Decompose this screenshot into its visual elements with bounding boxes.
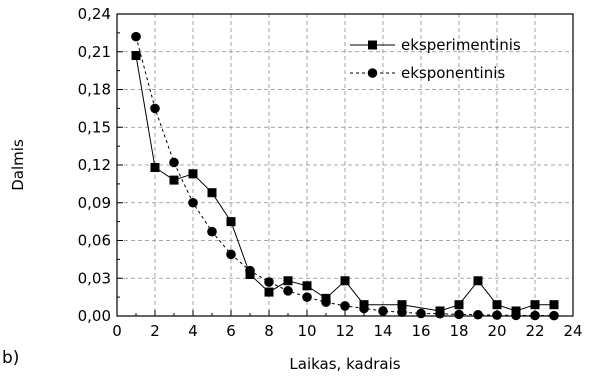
data-point bbox=[283, 276, 293, 286]
data-point bbox=[340, 276, 350, 286]
data-point bbox=[473, 276, 483, 286]
data-point bbox=[226, 217, 236, 227]
data-point bbox=[454, 300, 464, 310]
data-point bbox=[226, 249, 236, 260]
legend-item: eksperimentinis bbox=[350, 36, 521, 54]
legend-marker bbox=[368, 40, 377, 50]
data-point bbox=[302, 292, 312, 302]
grid-layer bbox=[117, 14, 573, 316]
data-point bbox=[150, 163, 160, 173]
y-tick-label: 0,03 bbox=[78, 269, 111, 287]
x-tick-label: 2 bbox=[150, 322, 160, 340]
data-point bbox=[207, 226, 217, 237]
x-tick-label: 18 bbox=[449, 322, 468, 340]
y-tick-label: 0,06 bbox=[78, 232, 111, 250]
x-tick-label: 0 bbox=[112, 322, 122, 340]
y-tick-label: 0,24 bbox=[78, 5, 111, 23]
y-tick-label: 0,12 bbox=[78, 156, 111, 174]
data-point bbox=[397, 307, 407, 318]
legend-label: eksperimentinis bbox=[401, 36, 521, 54]
data-point bbox=[340, 301, 350, 311]
data-point bbox=[188, 169, 198, 179]
series-layer bbox=[131, 31, 559, 321]
data-point bbox=[264, 277, 274, 287]
y-tick-label: 0,15 bbox=[78, 118, 111, 136]
data-point bbox=[131, 31, 141, 42]
y-axis-label: Dalmis bbox=[9, 139, 27, 191]
legend: eksperimentinis eksponentinis bbox=[350, 36, 521, 82]
legend-label: eksponentinis bbox=[401, 64, 505, 82]
data-point bbox=[150, 103, 160, 114]
data-point bbox=[169, 175, 179, 185]
x-tick-label: 14 bbox=[373, 322, 392, 340]
y-tick-label: 0,00 bbox=[78, 307, 111, 325]
data-point bbox=[264, 287, 274, 297]
data-point bbox=[131, 51, 141, 61]
x-tick-label: 10 bbox=[297, 322, 316, 340]
data-point bbox=[549, 300, 559, 310]
data-point bbox=[492, 300, 502, 310]
panel-label: b) bbox=[2, 348, 19, 368]
legend-item: eksponentinis bbox=[350, 64, 505, 82]
x-tick-label: 4 bbox=[188, 322, 198, 340]
data-point bbox=[188, 197, 198, 208]
y-tick-label: 0,21 bbox=[78, 43, 111, 61]
x-tick-label: 16 bbox=[411, 322, 430, 340]
data-point bbox=[245, 265, 255, 276]
data-point bbox=[207, 188, 217, 198]
x-axis-label: Laikas, kadrais bbox=[289, 355, 400, 373]
tick-layer: 0 2 4 6 8 10 12 14 16 18 20 22 240,000,030,060,090,1… bbox=[78, 5, 583, 340]
data-point bbox=[302, 281, 312, 291]
x-tick-label: 12 bbox=[335, 322, 354, 340]
data-point bbox=[283, 286, 293, 296]
x-tick-label: 22 bbox=[525, 322, 544, 340]
data-point bbox=[169, 157, 179, 168]
y-tick-label: 0,09 bbox=[78, 194, 111, 212]
data-point bbox=[321, 297, 331, 307]
x-tick-label: 6 bbox=[226, 322, 236, 340]
legend-marker bbox=[367, 68, 378, 78]
y-tick-label: 0,18 bbox=[78, 81, 111, 99]
x-tick-label: 24 bbox=[563, 322, 582, 340]
data-point bbox=[397, 300, 407, 310]
data-point bbox=[530, 300, 540, 310]
x-tick-label: 20 bbox=[487, 322, 506, 340]
x-tick-label: 8 bbox=[264, 322, 274, 340]
data-point bbox=[359, 303, 369, 314]
